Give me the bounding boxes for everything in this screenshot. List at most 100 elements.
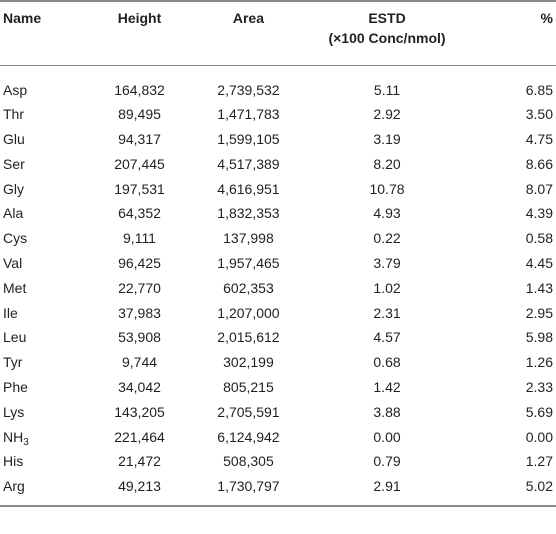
cell-percent: 0.58	[525, 230, 553, 247]
amino-acid-table: Name Height Area ESTD (×100 Conc/nmol) %…	[0, 1, 556, 507]
cell-area: 1,599,105	[217, 131, 280, 148]
header-row: Name Height Area ESTD (×100 Conc/nmol) %	[0, 1, 556, 65]
cell-height: 143,205	[114, 403, 165, 420]
cell-area: 4,616,951	[217, 180, 280, 197]
cell-height: 197,531	[114, 180, 165, 197]
cell-percent: 2.33	[525, 379, 553, 396]
cell-percent: 1.43	[525, 279, 553, 296]
cell-name: His	[3, 453, 24, 470]
cell-area: 4,517,389	[217, 155, 280, 172]
cell-estd: 2.91	[373, 478, 401, 495]
cell-estd: 3.88	[373, 403, 401, 420]
cell-height: 21,472	[118, 453, 161, 470]
cell-estd: 1.02	[373, 279, 401, 296]
cell-estd: 8.20	[373, 155, 401, 172]
cell-estd: 3.79	[373, 255, 401, 272]
cell-name: Ile	[3, 304, 18, 321]
cell-estd: 4.93	[373, 205, 401, 222]
cell-height: 89,495	[118, 106, 161, 123]
cell-name: Arg	[3, 478, 25, 495]
cell-estd: 3.19	[373, 131, 401, 148]
cell-name: Leu	[3, 329, 27, 346]
table-header: Name Height Area ESTD (×100 Conc/nmol) %	[0, 1, 556, 65]
cell-area: 2,739,532	[217, 81, 280, 98]
cell-name: Phe	[3, 379, 28, 396]
cell-percent: 6.85	[525, 81, 553, 98]
cell-name-main: NH	[3, 428, 24, 445]
cell-percent: 0.00	[525, 428, 553, 445]
cell-estd: 0.79	[373, 453, 401, 470]
table-row: Asp 164,832 2,739,532 5.11 6.85	[0, 65, 556, 102]
cell-height: 49,213	[118, 478, 161, 495]
cell-estd: 2.92	[373, 106, 401, 123]
table-row: Ala 64,352 1,832,353 4.93 4.39	[0, 201, 556, 226]
cell-estd: 0.68	[373, 354, 401, 371]
header-estd: ESTD (×100 Conc/nmol)	[298, 1, 476, 65]
cell-percent: 4.39	[525, 205, 553, 222]
cell-name-subscript: 3	[23, 436, 29, 448]
cell-name: Val	[3, 255, 23, 272]
cell-name: Glu	[3, 131, 25, 148]
table-row: Thr 89,495 1,471,783 2.92 3.50	[0, 102, 556, 127]
cell-percent: 1.27	[525, 453, 553, 470]
cell-area: 1,832,353	[217, 205, 280, 222]
cell-area: 137,998	[223, 230, 274, 247]
cell-estd: 4.57	[373, 329, 401, 346]
cell-percent: 1.26	[525, 354, 553, 371]
cell-percent: 8.07	[525, 180, 553, 197]
cell-height: 34,042	[118, 379, 161, 396]
cell-height: 9,111	[123, 230, 156, 247]
cell-estd: 1.42	[373, 379, 401, 396]
header-height: Height	[117, 10, 162, 26]
cell-area: 805,215	[223, 379, 274, 396]
table-row: Phe 34,042 805,215 1.42 2.33	[0, 375, 556, 400]
cell-area: 508,305	[223, 453, 274, 470]
cell-area: 302,199	[223, 354, 274, 371]
cell-area: 602,353	[223, 279, 274, 296]
cell-percent: 3.50	[525, 106, 553, 123]
cell-height: 96,425	[118, 255, 161, 272]
cell-height: 53,908	[118, 329, 161, 346]
cell-area: 2,015,612	[217, 329, 280, 346]
table-row: Leu 53,908 2,015,612 4.57 5.98	[0, 325, 556, 350]
cell-height: 64,352	[118, 205, 161, 222]
cell-name: Ser	[3, 155, 25, 172]
cell-percent: 2.95	[525, 304, 553, 321]
table-row: Glu 94,317 1,599,105 3.19 4.75	[0, 127, 556, 152]
cell-estd: 10.78	[369, 180, 405, 197]
table-row: His 21,472 508,305 0.79 1.27	[0, 449, 556, 474]
table-row: Tyr 9,744 302,199 0.68 1.26	[0, 350, 556, 375]
cell-percent: 8.66	[525, 155, 553, 172]
table-row: Cys 9,111 137,998 0.22 0.58	[0, 226, 556, 251]
cell-name: Thr	[3, 106, 24, 123]
cell-height: 22,770	[118, 279, 161, 296]
cell-height: 221,464	[114, 428, 165, 445]
table-row: Arg 49,213 1,730,797 2.91 5.02	[0, 474, 556, 507]
table-body: Asp 164,832 2,739,532 5.11 6.85 Thr 89,495 1,47…	[0, 65, 556, 507]
header-estd-line2: (×100 Conc/nmol)	[328, 30, 446, 46]
cell-name: Lys	[3, 403, 25, 420]
cell-name: Asp	[3, 81, 28, 98]
cell-percent: 5.69	[525, 403, 553, 420]
table-row: Ser 207,445 4,517,389 8.20 8.66	[0, 152, 556, 177]
cell-area: 6,124,942	[217, 428, 280, 445]
cell-estd: 0.00	[373, 428, 401, 445]
table-row: NH3 221,464 6,124,942 0.00 0.00	[0, 425, 556, 450]
cell-height: 207,445	[114, 155, 165, 172]
table-row: Ile 37,983 1,207,000 2.31 2.95	[0, 301, 556, 326]
cell-height: 37,983	[118, 304, 161, 321]
table-row: Gly 197,531 4,616,951 10.78 8.07	[0, 177, 556, 202]
cell-area: 2,705,591	[217, 403, 280, 420]
cell-percent: 5.98	[525, 329, 553, 346]
cell-name: Met	[3, 279, 27, 296]
cell-name: Ala	[3, 205, 24, 222]
cell-estd: 0.22	[373, 230, 401, 247]
cell-area: 1,207,000	[217, 304, 280, 321]
cell-estd: 5.11	[373, 81, 401, 98]
header-estd-line1: ESTD	[368, 10, 406, 26]
cell-percent: 5.02	[525, 478, 553, 495]
cell-name: Cys	[3, 230, 28, 247]
cell-name: NH3	[0, 425, 80, 450]
cell-percent: 4.75	[525, 131, 553, 148]
